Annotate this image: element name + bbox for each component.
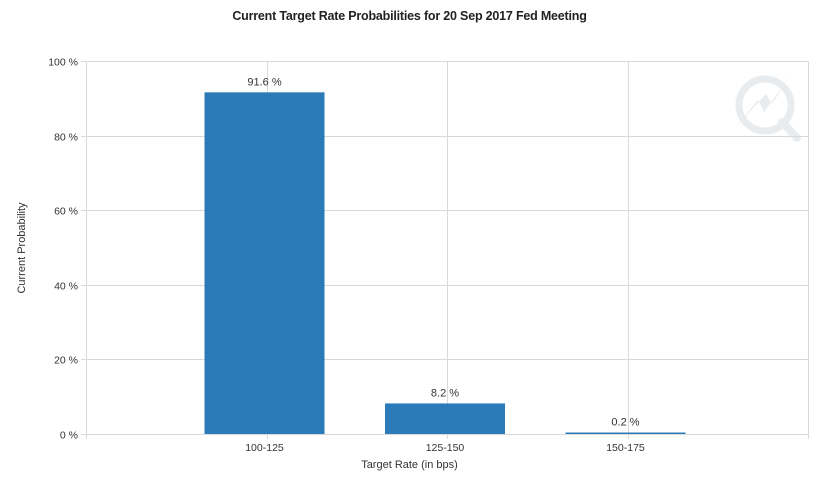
y-tick-label: 0 % bbox=[60, 430, 78, 442]
x-axis-label: Target Rate (in bps) bbox=[361, 459, 458, 471]
bar bbox=[204, 92, 325, 434]
data-label: 0.2 % bbox=[611, 417, 639, 429]
y-tick-label: 40 % bbox=[54, 281, 78, 293]
data-label: 91.6 % bbox=[247, 76, 281, 88]
quikstrike-logo-icon bbox=[735, 75, 801, 142]
bar bbox=[565, 432, 686, 434]
x-tick-label: 100-125 bbox=[245, 442, 284, 454]
x-tick-label: 125-150 bbox=[426, 442, 465, 454]
y-tick-label: 20 % bbox=[54, 355, 78, 367]
x-tick-label: 150-175 bbox=[606, 442, 645, 454]
y-tick-label: 100 % bbox=[48, 57, 78, 69]
bar bbox=[385, 403, 505, 434]
y-tick-label: 80 % bbox=[54, 132, 78, 144]
chart-title: Current Target Rate Probabilities for 20… bbox=[232, 9, 587, 23]
data-label: 8.2 % bbox=[431, 387, 459, 399]
y-tick-label: 60 % bbox=[54, 206, 78, 218]
